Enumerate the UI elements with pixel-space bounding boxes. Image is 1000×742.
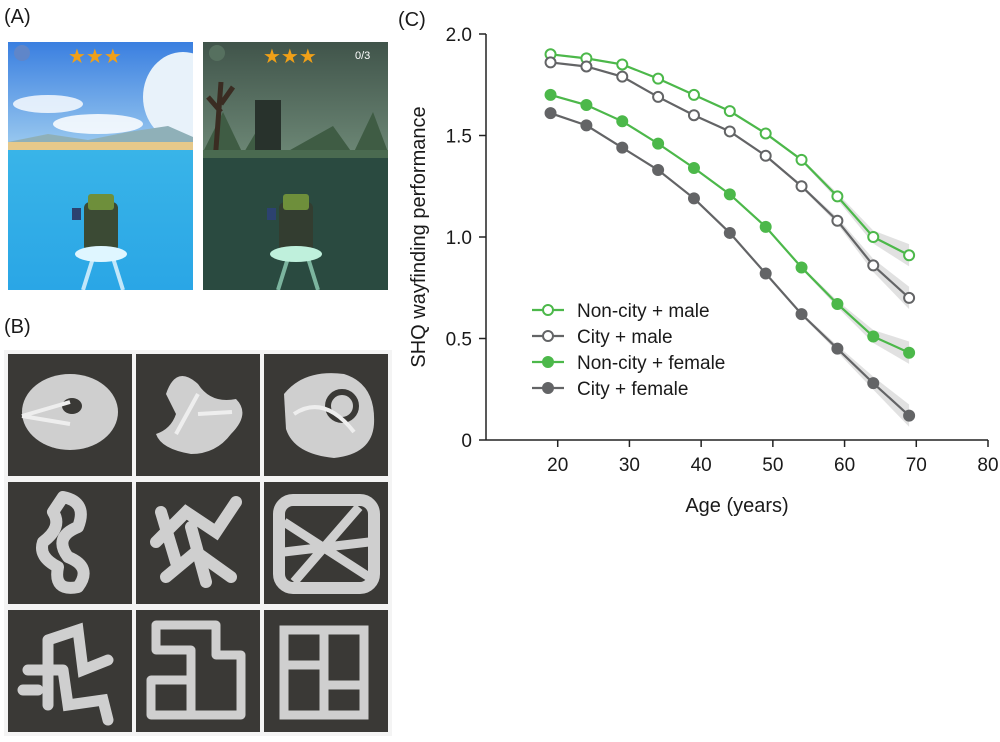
data-point bbox=[616, 141, 629, 154]
x-tick-label: 40 bbox=[691, 455, 712, 476]
data-point bbox=[795, 153, 808, 166]
panel-b-label: (B) bbox=[4, 316, 31, 338]
data-point bbox=[580, 119, 593, 132]
x-tick-label: 50 bbox=[762, 455, 783, 476]
y-tick-label: 1.0 bbox=[446, 228, 472, 249]
map-thumbnail bbox=[136, 610, 260, 732]
series-layer bbox=[544, 48, 916, 422]
legend-swatch-marker bbox=[542, 356, 554, 368]
data-point bbox=[867, 377, 880, 390]
chart-axes: 0 0.5 1.0 1.5 2.0 20 30 40 50 60 70 80 bbox=[446, 25, 999, 476]
data-point bbox=[652, 164, 665, 177]
y-tick-label: 0.5 bbox=[446, 330, 472, 351]
data-point bbox=[795, 261, 808, 274]
data-point bbox=[652, 137, 665, 150]
data-point bbox=[867, 231, 880, 243]
data-point bbox=[723, 105, 736, 118]
series-line bbox=[550, 53, 910, 257]
data-point bbox=[795, 180, 808, 193]
data-point bbox=[616, 115, 629, 128]
collect-counter: 0/3 bbox=[355, 50, 371, 62]
series-group bbox=[544, 48, 916, 262]
data-point bbox=[687, 161, 700, 174]
map-thumbnail bbox=[136, 482, 260, 604]
data-point bbox=[831, 297, 844, 310]
map-thumbnail bbox=[8, 610, 132, 732]
y-axis-label: SHQ wayfinding performance bbox=[408, 106, 430, 367]
data-point bbox=[687, 109, 700, 122]
y-tick-label: 2.0 bbox=[446, 25, 472, 46]
data-point bbox=[652, 90, 665, 103]
x-tick-label: 20 bbox=[547, 455, 568, 476]
x-tick-label: 60 bbox=[834, 455, 855, 476]
chart-legend: Non-city + male City + male Non-city + fem… bbox=[532, 301, 725, 400]
data-point bbox=[616, 70, 629, 83]
series-group bbox=[544, 56, 916, 304]
x-axis-label: Age (years) bbox=[685, 495, 788, 517]
data-point bbox=[867, 259, 880, 272]
data-point bbox=[580, 99, 593, 112]
data-point bbox=[544, 56, 557, 69]
game-screenshot-forest: ★★★ 0/3 bbox=[203, 42, 388, 290]
star-rating-icon: ★★★ bbox=[263, 46, 317, 68]
data-point bbox=[616, 58, 629, 71]
data-point bbox=[903, 249, 916, 262]
legend-label: City + female bbox=[577, 379, 688, 400]
data-point bbox=[867, 330, 880, 343]
data-point bbox=[687, 192, 700, 205]
legend-swatch-marker bbox=[542, 304, 554, 316]
data-point bbox=[903, 409, 916, 422]
legend-label: Non-city + male bbox=[577, 301, 710, 322]
panel-a-label: (A) bbox=[4, 6, 31, 28]
data-point bbox=[831, 214, 844, 227]
map-thumbnail bbox=[264, 610, 388, 732]
data-point bbox=[759, 149, 772, 162]
data-point bbox=[544, 88, 557, 101]
data-point bbox=[723, 188, 736, 201]
data-point bbox=[687, 88, 700, 101]
wayfinding-age-chart: (C) 0 0.5 1.0 1.5 2.0 20 30 40 50 60 70 80 Non-city… bbox=[398, 9, 999, 517]
game-screenshot-ocean: ★★★ bbox=[8, 42, 193, 290]
series-line bbox=[550, 61, 910, 299]
legend-swatch-marker bbox=[542, 330, 554, 342]
data-point bbox=[903, 346, 916, 359]
map-thumbnail bbox=[8, 482, 132, 604]
x-tick-label: 80 bbox=[977, 455, 998, 476]
legend-label: City + male bbox=[577, 327, 673, 348]
series-group bbox=[544, 88, 916, 359]
map-thumbnail bbox=[264, 482, 388, 604]
map-thumbnail bbox=[264, 354, 388, 476]
data-point bbox=[759, 267, 772, 280]
x-tick-label: 70 bbox=[906, 455, 927, 476]
map-thumbnail bbox=[136, 354, 260, 476]
map-thumbnail bbox=[8, 354, 132, 476]
y-tick-label: 0 bbox=[461, 431, 472, 452]
data-point bbox=[795, 308, 808, 321]
data-point bbox=[759, 127, 772, 140]
maps-grid bbox=[4, 350, 392, 736]
star-rating-icon: ★★★ bbox=[68, 46, 122, 68]
legend-swatch-marker bbox=[542, 382, 554, 394]
y-tick-label: 1.5 bbox=[446, 127, 472, 148]
data-point bbox=[723, 226, 736, 239]
legend-label: Non-city + female bbox=[577, 353, 725, 374]
data-point bbox=[759, 220, 772, 233]
x-tick-label: 30 bbox=[619, 455, 640, 476]
data-point bbox=[652, 72, 665, 85]
data-point bbox=[831, 342, 844, 355]
data-point bbox=[723, 125, 736, 138]
data-point bbox=[831, 190, 844, 203]
data-point bbox=[580, 60, 593, 73]
panel-c-label: (C) bbox=[398, 9, 426, 31]
data-point bbox=[544, 107, 557, 120]
confidence-band bbox=[550, 61, 910, 310]
series-group bbox=[544, 107, 916, 422]
data-point bbox=[903, 291, 916, 304]
